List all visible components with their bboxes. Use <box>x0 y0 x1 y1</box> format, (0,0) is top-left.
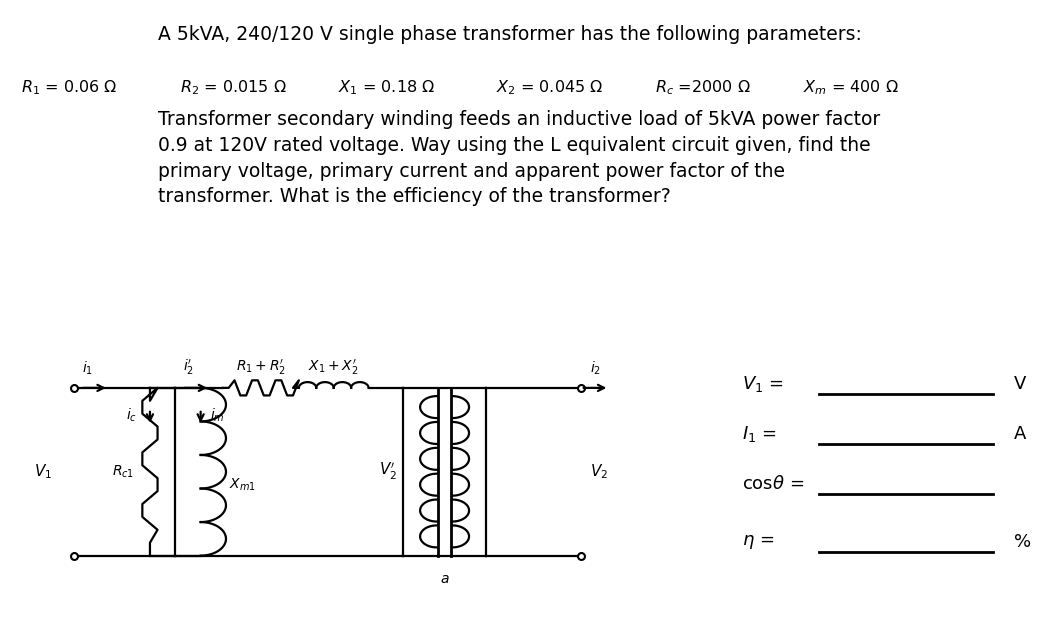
Text: $X_m$ = 400 Ω: $X_m$ = 400 Ω <box>803 79 899 97</box>
Text: $R_1$ = 0.06 Ω: $R_1$ = 0.06 Ω <box>21 79 117 97</box>
Text: $V_1$ =: $V_1$ = <box>742 374 784 394</box>
Text: A 5kVA, 240/120 V single phase transformer has the following parameters:: A 5kVA, 240/120 V single phase transform… <box>158 25 863 44</box>
Text: $R_2$ = 0.015 Ω: $R_2$ = 0.015 Ω <box>180 79 286 97</box>
Text: a: a <box>440 572 449 586</box>
Text: $X_{m1}$: $X_{m1}$ <box>229 476 256 493</box>
Text: $X_1$ = 0.18 Ω: $X_1$ = 0.18 Ω <box>338 79 435 97</box>
Text: $i_2'$: $i_2'$ <box>183 358 194 377</box>
Text: $i_2$: $i_2$ <box>590 360 601 377</box>
Text: $\eta$ =: $\eta$ = <box>742 533 775 551</box>
Text: cos$\theta$ =: cos$\theta$ = <box>742 476 805 493</box>
Text: $V_1$: $V_1$ <box>34 462 52 481</box>
Text: %: % <box>1014 533 1032 551</box>
Text: $V_2$: $V_2$ <box>590 462 608 481</box>
Text: $X_1+X_2'$: $X_1+X_2'$ <box>308 358 359 377</box>
Text: $R_{c1}$: $R_{c1}$ <box>112 464 134 480</box>
Text: $R_1+R_2'$: $R_1+R_2'$ <box>235 358 286 377</box>
Text: $V_2'$: $V_2'$ <box>379 461 397 482</box>
Text: $i_m$: $i_m$ <box>210 406 225 424</box>
Text: A: A <box>1014 425 1026 443</box>
Text: $R_c$ =2000 Ω: $R_c$ =2000 Ω <box>655 79 751 97</box>
Text: Transformer secondary winding feeds an inductive load of 5kVA power factor
0.9 a: Transformer secondary winding feeds an i… <box>158 110 881 206</box>
Text: $i_1$: $i_1$ <box>81 360 93 377</box>
Text: V: V <box>1014 375 1026 392</box>
Text: $i_c$: $i_c$ <box>126 406 137 424</box>
Text: $I_1$ =: $I_1$ = <box>742 424 777 444</box>
Text: $X_2$ = 0.045 Ω: $X_2$ = 0.045 Ω <box>496 79 604 97</box>
